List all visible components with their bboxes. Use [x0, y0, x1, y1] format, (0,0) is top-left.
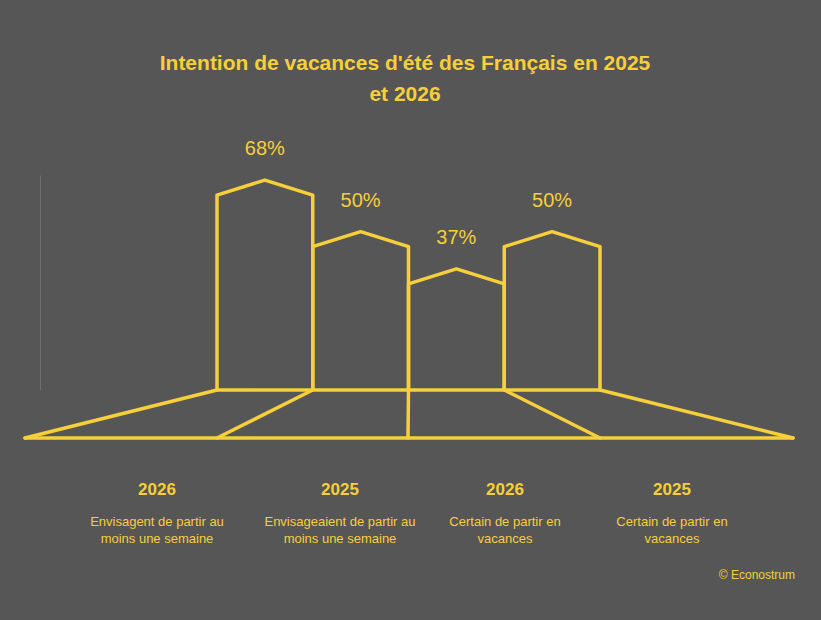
bars — [217, 180, 600, 390]
category-label: 2025 — [321, 480, 359, 499]
floor-edge — [504, 390, 600, 438]
bar — [313, 232, 409, 390]
category-description: Envisageaient de partir aumoins une sema… — [264, 514, 415, 546]
data-label: 68% — [245, 137, 285, 159]
category-description: Certain de partir envacances — [449, 514, 560, 546]
chart: Intention de vacances d'été des Français… — [0, 0, 821, 620]
category-label: 2026 — [138, 480, 176, 499]
y-axis-line — [40, 176, 41, 391]
category-description: Certain de partir envacances — [616, 514, 727, 546]
category-label: 2025 — [653, 480, 691, 499]
data-label: 50% — [341, 189, 381, 211]
floor-edge — [406, 390, 410, 438]
source: © Econostrum — [719, 568, 795, 582]
bar — [504, 232, 600, 390]
background — [0, 0, 821, 620]
floor-edge — [25, 390, 217, 438]
category-label: 2026 — [486, 480, 524, 499]
title: Intention de vacances d'été des Français… — [160, 51, 651, 105]
data-label: 50% — [532, 189, 572, 211]
bar — [409, 269, 505, 390]
floor-edge — [600, 390, 793, 438]
y-axis — [40, 176, 41, 391]
floor — [25, 390, 793, 438]
bar — [217, 180, 313, 390]
floor-edge — [217, 390, 313, 438]
data-label: 37% — [436, 226, 476, 248]
category-description: Envisagent de partir aumoins une semaine — [90, 514, 224, 546]
